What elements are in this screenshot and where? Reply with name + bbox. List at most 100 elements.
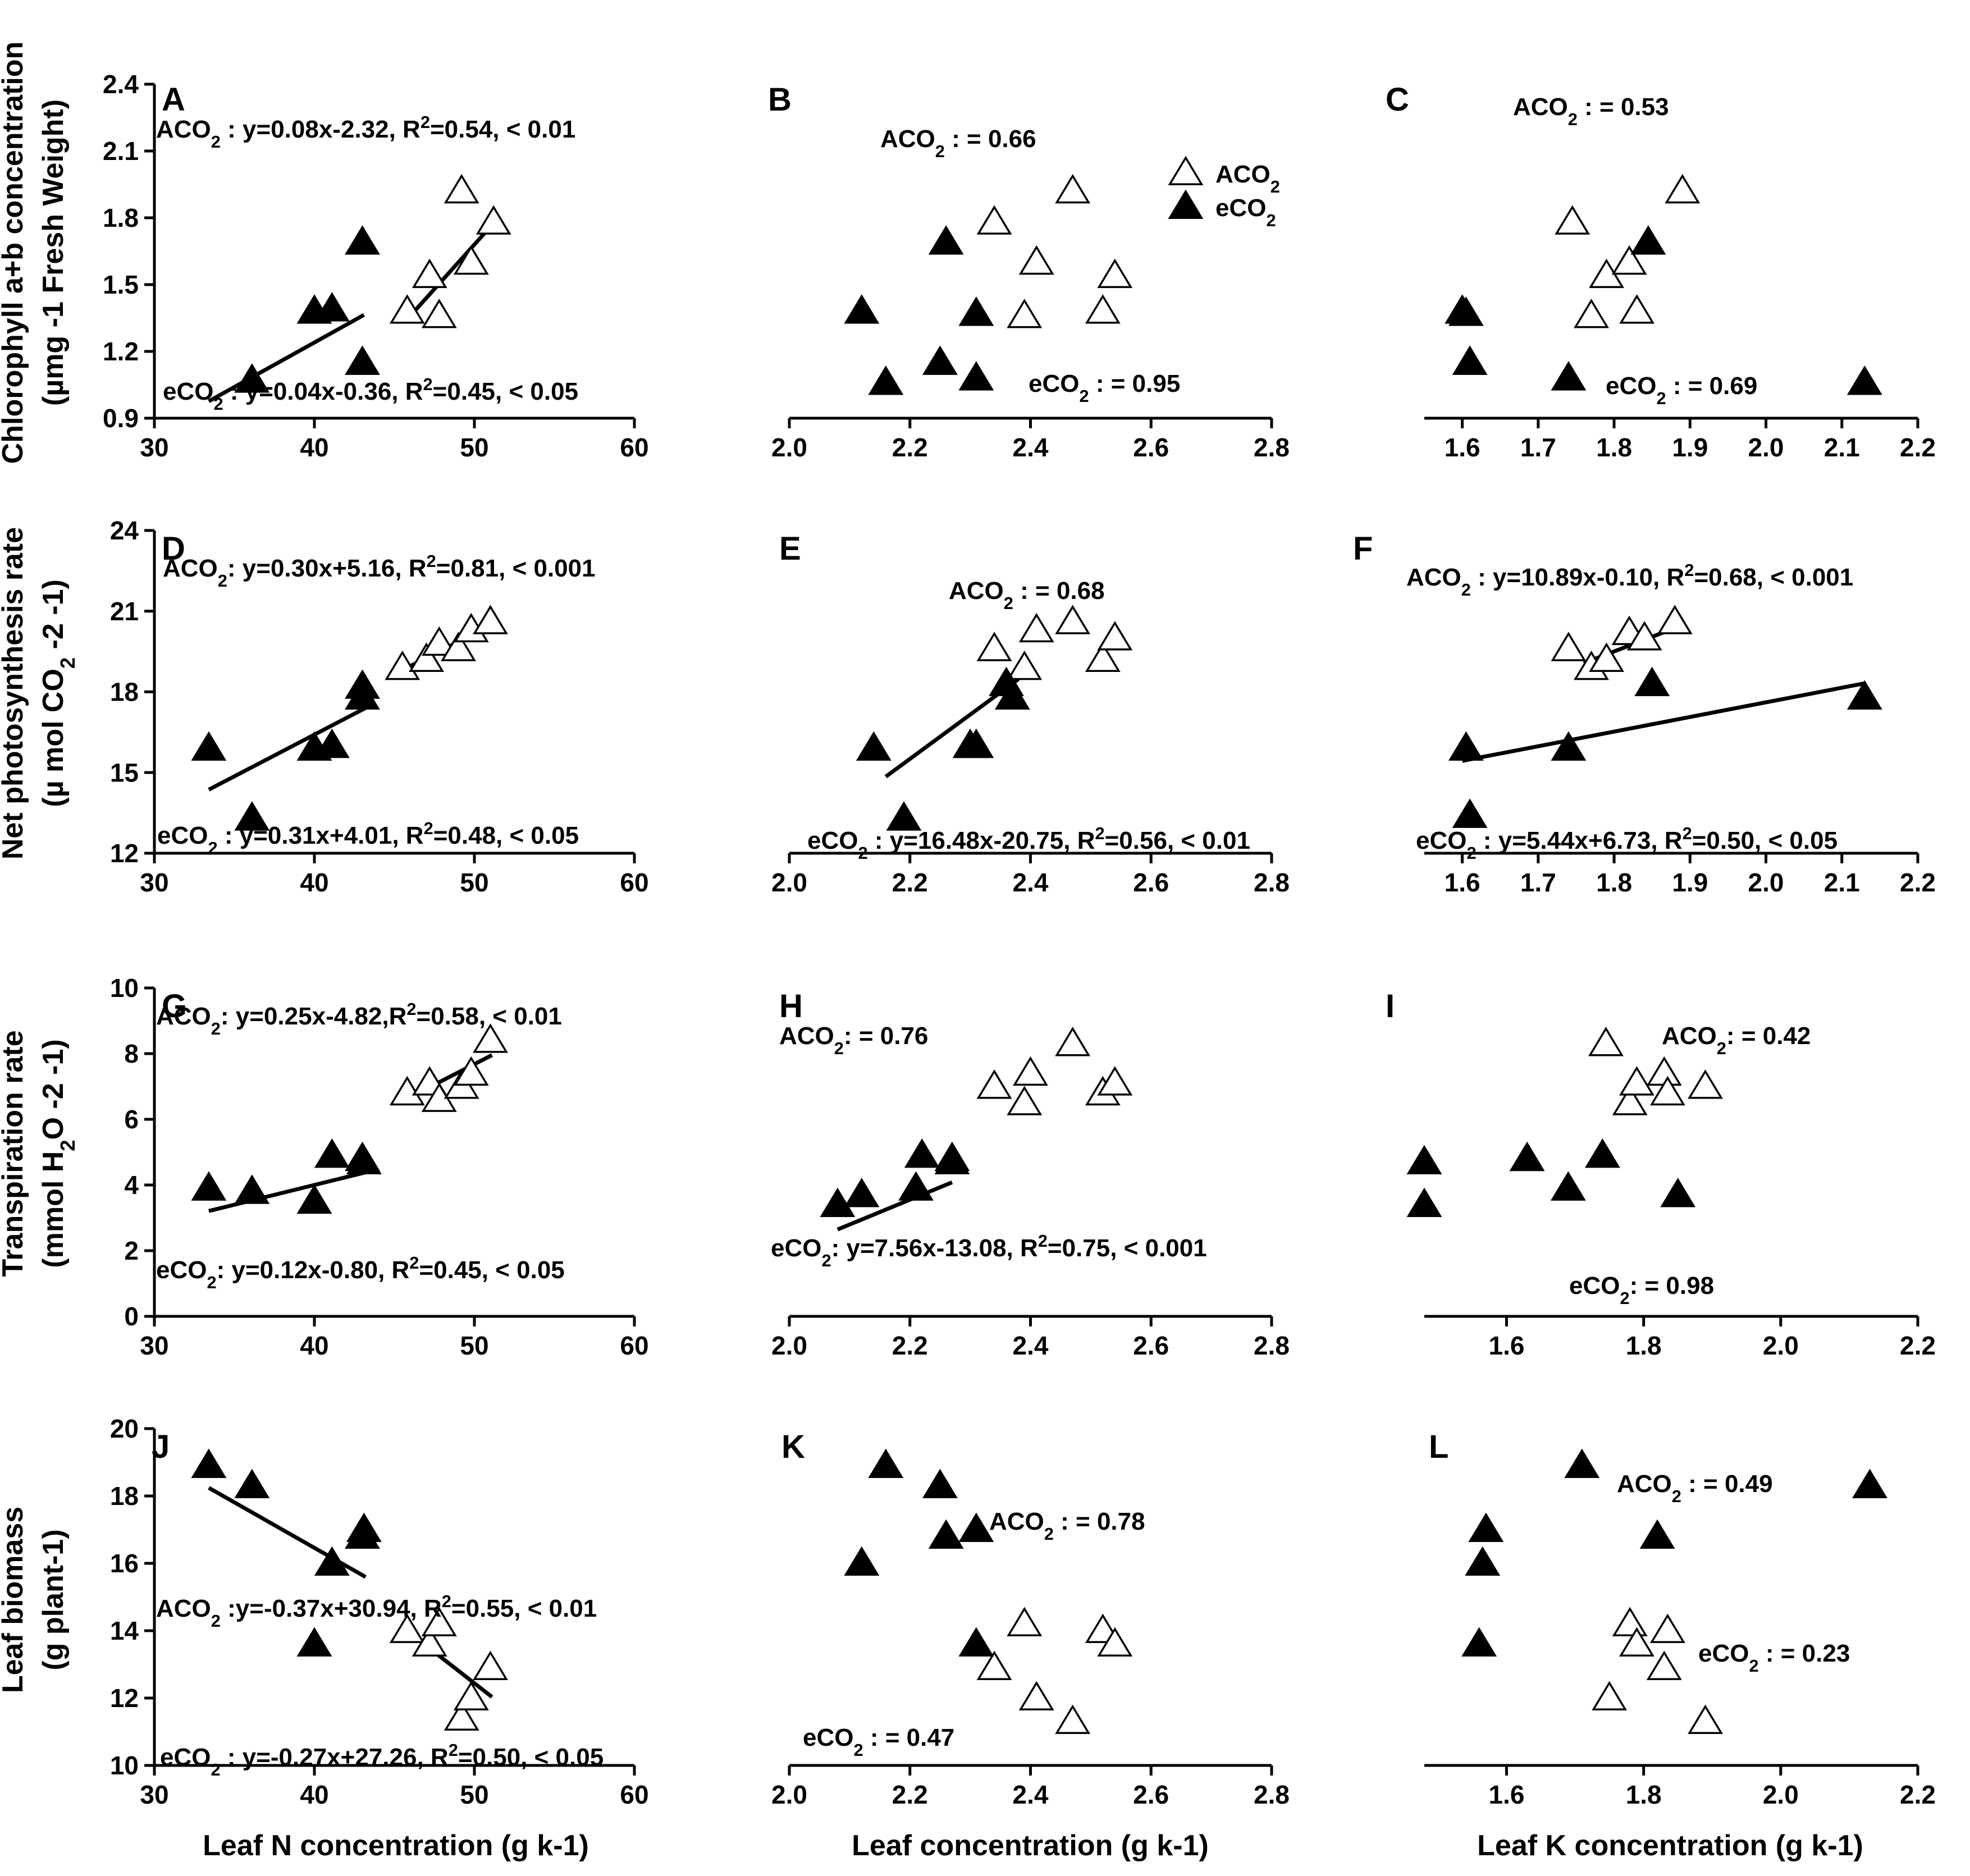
- x-tick-label-J: 50: [460, 1780, 488, 1809]
- eco2-point-K-1: [844, 1546, 880, 1576]
- eco2-point-E-2: [886, 801, 922, 831]
- y-tick-label-D: 18: [110, 678, 139, 707]
- y-tick-label-A: 1.2: [103, 337, 139, 366]
- aco2-point-J-6: [473, 1650, 508, 1680]
- eco2-point-H-6: [934, 1145, 970, 1175]
- eco2-point-L-3: [1468, 1512, 1504, 1542]
- aco2-point-F-1: [1551, 632, 1587, 661]
- eco2-point-K-3: [922, 1468, 958, 1498]
- y-tick-label-J: 20: [110, 1414, 139, 1443]
- aco2-point-B-2: [1007, 299, 1043, 328]
- panel-K: 2.0 2.2 2.4 2.6 2.8 K ACO2 : = 0.78 eCO2 : = 0.…: [771, 1429, 1290, 1809]
- legend-eco2-marker: [1168, 189, 1204, 219]
- eco2-point-J-4: [314, 1546, 350, 1576]
- x-tick-label-B: 2.2: [892, 433, 928, 462]
- fit-line-eco2-G: [208, 1170, 367, 1213]
- eco2-point-B-3: [922, 345, 958, 375]
- eco2-point-B-6: [958, 361, 994, 391]
- annotation-eco2-H: eCO2: y=7.56x-13.08, R2=0.75, < 0.001: [771, 1231, 1207, 1270]
- y-tick-label-J: 16: [110, 1549, 139, 1578]
- x-tick-label-F: 2.0: [1748, 868, 1784, 897]
- x-tick-label-G: 50: [460, 1331, 488, 1360]
- y-tick-label-J: 12: [110, 1683, 139, 1713]
- x-tick-label-E: 2.8: [1254, 868, 1290, 897]
- x-tick-label-J: 60: [620, 1780, 648, 1809]
- annotation-eco2-L: eCO2 : = 0.23: [1698, 1640, 1850, 1676]
- y-tick-label-G: 4: [124, 1170, 139, 1200]
- panel-label-B: B: [768, 81, 792, 118]
- aco2-point-F-3: [1589, 642, 1624, 672]
- y-axis-label-row-4-line-2: (g plant-1): [37, 1529, 70, 1670]
- eco2-point-I-5: [1584, 1138, 1620, 1168]
- x-tick-label-C: 1.8: [1596, 433, 1632, 462]
- aco2-point-F-6: [1657, 605, 1693, 634]
- aco2-point-H-1: [976, 1069, 1012, 1099]
- aco2-point-I-4: [1646, 1056, 1682, 1086]
- eco2-point-G-3: [296, 1184, 332, 1214]
- annotation-aco2-A: ACO2 : y=0.08x-2.32, R2=0.54, < 0.01: [156, 112, 575, 152]
- aco2-point-J-2: [412, 1627, 447, 1657]
- annotation-eco2-G: eCO2: y=0.12x-0.80, R2=0.45, < 0.05: [156, 1253, 565, 1292]
- eco2-point-G-2: [234, 1174, 270, 1204]
- eco2-point-D-4: [314, 728, 350, 758]
- aco2-point-I-6: [1688, 1069, 1723, 1099]
- x-tick-label-K: 2.4: [1013, 1780, 1049, 1809]
- eco2-point-J-3: [296, 1627, 332, 1657]
- x-tick-label-F: 1.7: [1520, 868, 1556, 897]
- eco2-point-F-2: [1452, 798, 1488, 828]
- eco2-point-L-1: [1461, 1627, 1497, 1657]
- eco2-point-A-4: [345, 225, 380, 255]
- aco2-point-L-5: [1649, 1613, 1685, 1643]
- aco2-point-L-2: [1612, 1607, 1648, 1636]
- fit-line-eco2-A: [208, 313, 365, 403]
- fit-line-eco2-D: [208, 706, 367, 791]
- aco2-point-K-6: [1097, 1627, 1133, 1657]
- x-tick-label-H: 2.2: [892, 1331, 928, 1360]
- eco2-point-I-2: [1406, 1187, 1442, 1218]
- eco2-point-D-6: [345, 680, 380, 710]
- x-tick-label-E: 2.2: [892, 868, 928, 897]
- aco2-point-G-6: [473, 1023, 508, 1053]
- eco2-point-I-3: [1509, 1141, 1545, 1172]
- eco2-point-J-2: [234, 1468, 270, 1498]
- panel-label-K: K: [781, 1429, 805, 1465]
- x-axis-label-col-1: Leaf N concentration (g k-1): [203, 1829, 589, 1862]
- eco2-point-H-2: [844, 1178, 880, 1207]
- eco2-point-L-4: [1564, 1448, 1600, 1478]
- panel-label-I: I: [1386, 988, 1395, 1024]
- x-tick-label-H: 2.0: [771, 1331, 807, 1360]
- panel-C: 1.6 1.7 1.8 1.9 2.0 2.1 2.2 C ACO2 : = 0.53 eCO2 …: [1386, 81, 1936, 462]
- eco2-point-E-4: [958, 728, 994, 758]
- x-tick-label-K: 2.2: [892, 1780, 928, 1809]
- aco2-point-J-1: [389, 1613, 425, 1643]
- legend-eco2-label: eCO2: [1215, 194, 1276, 230]
- panel-label-D: D: [162, 530, 185, 567]
- aco2-point-B-6: [1097, 258, 1133, 289]
- aco2-point-K-1: [976, 1650, 1012, 1680]
- x-tick-label-C: 2.0: [1748, 433, 1784, 462]
- eco2-point-I-4: [1550, 1171, 1586, 1201]
- annotation-aco2-D: ACO2: y=0.30x+5.16, R2=0.81, < 0.001: [163, 551, 596, 591]
- aco2-point-A-2: [412, 258, 447, 289]
- eco2-point-E-1: [856, 731, 892, 761]
- x-tick-label-A: 30: [140, 433, 168, 462]
- eco2-point-B-2: [868, 365, 904, 395]
- eco2-point-E-6: [994, 680, 1030, 710]
- eco2-point-K-2: [868, 1448, 904, 1478]
- eco2-point-D-1: [191, 731, 227, 761]
- panel-J: 30 40 50 60 10 12 14 16 18 20 J ACO2 :y=-0.37x+30.9…: [110, 1414, 649, 1809]
- y-axis-label-row-1-line-2: (µmg -1 Fresh Weight): [37, 99, 70, 406]
- annotation-aco2-H: ACO2: = 0.76: [779, 1022, 928, 1058]
- aco2-point-H-6: [1097, 1066, 1133, 1096]
- aco2-point-B-3: [1018, 245, 1054, 275]
- annotation-aco2-I: ACO2: = 0.42: [1662, 1022, 1811, 1058]
- eco2-point-G-4: [314, 1138, 350, 1168]
- x-tick-label-H: 2.8: [1254, 1331, 1290, 1360]
- x-tick-label-K: 2.6: [1133, 1780, 1169, 1809]
- x-tick-label-I: 2.0: [1763, 1331, 1799, 1360]
- x-tick-label-E: 2.0: [771, 868, 807, 897]
- y-tick-label-G: 10: [110, 973, 139, 1003]
- x-tick-label-G: 30: [140, 1331, 168, 1360]
